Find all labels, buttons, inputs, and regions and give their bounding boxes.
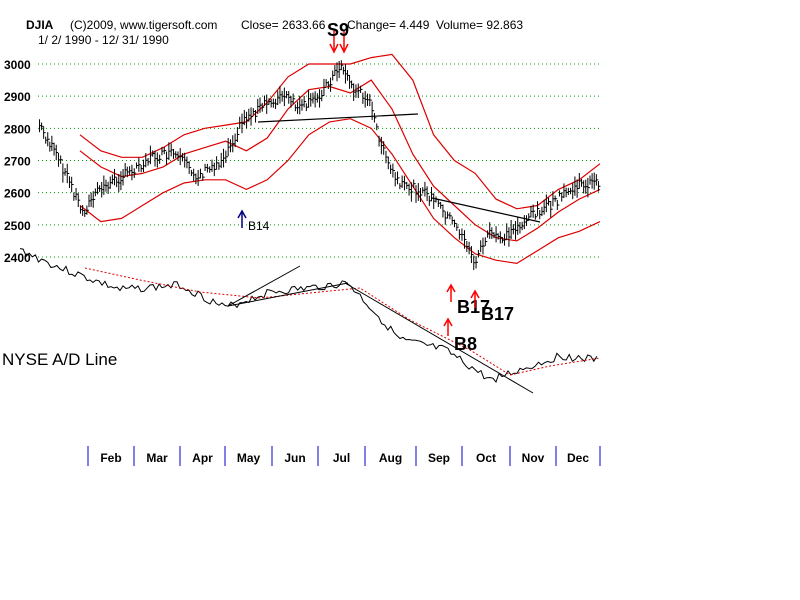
ad-line bbox=[19, 248, 601, 394]
date-range: 1/ 2/ 1990 - 12/ 31/ 1990 bbox=[38, 33, 169, 47]
price-bars bbox=[39, 60, 601, 271]
month-label: Nov bbox=[522, 451, 545, 465]
y-tick-label: 2600 bbox=[4, 187, 31, 201]
ad-trendline-up-2 bbox=[227, 282, 349, 307]
month-label: May bbox=[237, 451, 261, 465]
ad-line-path bbox=[19, 248, 598, 384]
signal-label: B8 bbox=[454, 334, 477, 354]
y-tick-labels: 3000 2900 2800 2700 2600 2500 2400 bbox=[4, 58, 31, 265]
ad-line-label: NYSE A/D Line bbox=[2, 350, 118, 369]
buy-arrow-head bbox=[443, 317, 453, 327]
y-tick-label: 2800 bbox=[4, 122, 31, 136]
sell-arrow-head bbox=[339, 43, 349, 54]
month-label: Sep bbox=[428, 451, 450, 465]
band-upper bbox=[79, 53, 601, 210]
month-label: Mar bbox=[146, 451, 168, 465]
month-label: Jul bbox=[333, 451, 350, 465]
trendline-summer bbox=[257, 113, 419, 123]
y-tick-label: 2500 bbox=[4, 219, 31, 233]
month-label: Jun bbox=[284, 451, 305, 465]
y-tick-label: 2700 bbox=[4, 155, 31, 169]
bollinger-bands bbox=[79, 53, 601, 265]
close-value: Close= 2633.66 bbox=[241, 18, 326, 32]
band-lower bbox=[79, 118, 601, 265]
ad-trendline-up bbox=[227, 265, 301, 307]
month-label: Oct bbox=[476, 451, 496, 465]
trendline-fall bbox=[431, 197, 541, 223]
signal-label: S9 bbox=[327, 20, 349, 40]
symbol-label: DJIA bbox=[26, 18, 54, 32]
buy-arrow-head bbox=[237, 209, 247, 219]
y-tick-label: 2400 bbox=[4, 251, 31, 265]
month-axis: Feb Mar Apr May Jun Jul Aug Sep Oct Nov Dec bbox=[87, 446, 601, 466]
buy-arrow-head bbox=[446, 283, 456, 293]
ad-ma-line bbox=[84, 267, 601, 376]
signal-label: B14 bbox=[248, 219, 270, 233]
buy-arrow-head bbox=[470, 289, 480, 299]
copyright-label: (C)2009, www.tigersoft.com bbox=[70, 18, 218, 32]
month-label: Apr bbox=[192, 451, 213, 465]
trend-lines bbox=[257, 113, 541, 223]
month-label: Dec bbox=[567, 451, 589, 465]
y-tick-label: 3000 bbox=[4, 58, 31, 72]
signal-label: B17 bbox=[457, 297, 490, 317]
y-tick-label: 2900 bbox=[4, 90, 31, 104]
signal-label: B17 bbox=[481, 304, 514, 324]
ad-trendline-down bbox=[344, 282, 534, 394]
change-value: Change= 4.449 bbox=[347, 18, 430, 32]
sell-arrow-head bbox=[329, 43, 339, 54]
volume-value: Volume= 92.863 bbox=[436, 18, 524, 32]
month-label: Aug bbox=[379, 451, 402, 465]
month-label: Feb bbox=[100, 451, 121, 465]
